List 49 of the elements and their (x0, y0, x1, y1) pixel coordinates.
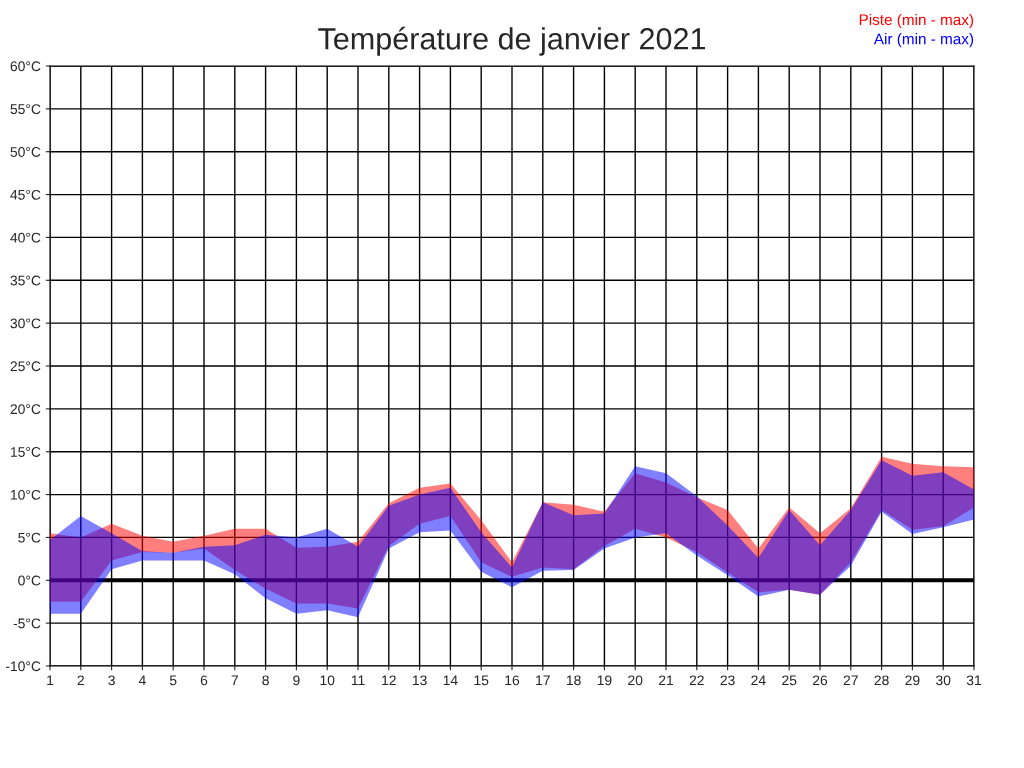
x-tick-label: 9 (293, 675, 300, 686)
y-tick-label: -5°C (13, 618, 41, 629)
x-tick-label: 14 (443, 675, 458, 686)
x-tick-label: 21 (658, 675, 674, 686)
y-tick-label: 55°C (10, 104, 41, 115)
x-tick-label: 31 (966, 675, 982, 686)
y-tick-label: 40°C (10, 232, 41, 243)
x-tick-label: 24 (751, 675, 766, 686)
y-tick-label: 5°C (18, 532, 41, 543)
y-tick-label: 35°C (10, 275, 41, 286)
x-tick-label: 22 (689, 675, 704, 686)
x-tick-label: 26 (812, 675, 828, 686)
y-tick-label: 50°C (10, 147, 41, 157)
legend-label: Air (min - max) (873, 33, 974, 48)
y-tick-label: 60°C (10, 61, 41, 72)
y-tick-label: -10°C (5, 661, 41, 672)
x-tick-label: 11 (351, 675, 365, 686)
x-tick-label: 12 (382, 675, 396, 686)
x-tick-label: 8 (262, 675, 269, 686)
x-tick-label: 10 (320, 675, 335, 686)
x-tick-label: 1 (47, 675, 54, 686)
x-tick-label: 13 (412, 675, 427, 686)
x-tick-label: 6 (200, 675, 208, 686)
y-tick-label: 45°C (10, 189, 41, 200)
x-tick-label: 4 (138, 675, 146, 686)
x-tick-label: 28 (874, 675, 889, 686)
y-tick-label: 15°C (11, 447, 41, 457)
x-tick-label: 18 (566, 675, 581, 686)
x-tick-label: 20 (628, 675, 643, 686)
x-tick-label: 5 (169, 675, 177, 686)
chart-title: Température de janvier 2021 (318, 26, 706, 56)
y-tick-label: 30°C (10, 318, 41, 329)
x-tick-label: 2 (77, 675, 84, 686)
x-tick-label: 30 (936, 675, 951, 686)
x-tick-label: 16 (505, 675, 520, 686)
x-tick-label: 29 (905, 675, 920, 686)
y-tick-label: 0°C (18, 575, 41, 586)
x-tick-label: 23 (720, 675, 735, 686)
y-tick-label: 10°C (11, 489, 41, 500)
y-tick-label: 25°C (10, 361, 41, 372)
x-tick-label: 19 (597, 675, 612, 686)
x-tick-label: 17 (536, 675, 550, 686)
x-tick-label: 27 (843, 675, 858, 686)
x-tick-label: 15 (474, 675, 489, 686)
legend-label: Piste (min - max) (859, 13, 974, 29)
x-tick-label: 3 (108, 675, 115, 686)
x-tick-label: 25 (782, 675, 797, 686)
y-tick-label: 20°C (10, 404, 41, 415)
x-tick-label: 7 (231, 675, 238, 686)
